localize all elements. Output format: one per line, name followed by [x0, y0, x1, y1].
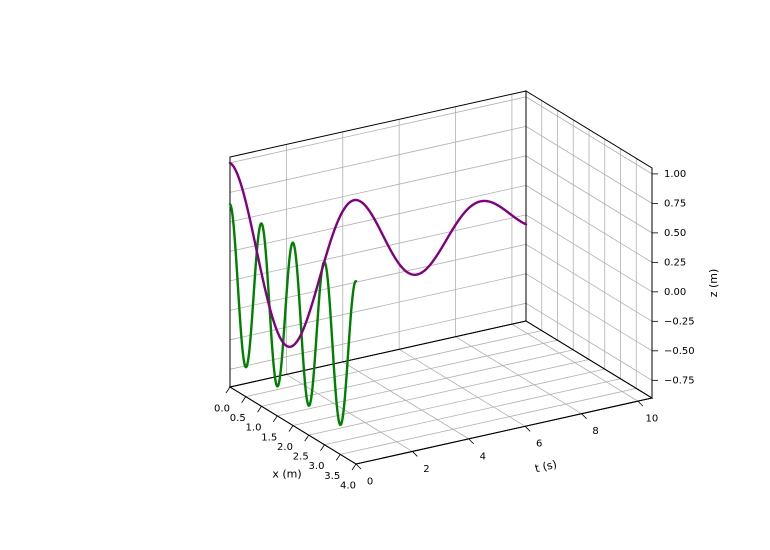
svg-text:3.5: 3.5 — [324, 471, 340, 482]
svg-text:0.00: 0.00 — [664, 287, 686, 298]
svg-text:1.0: 1.0 — [246, 423, 262, 434]
svg-text:0.75: 0.75 — [664, 198, 686, 209]
svg-text:3.0: 3.0 — [309, 461, 325, 472]
chart-3d: 0.00.51.01.52.02.53.03.54.0x (m)0246810t… — [0, 0, 770, 550]
svg-text:8: 8 — [592, 426, 598, 437]
svg-text:0: 0 — [367, 476, 373, 487]
svg-text:2.0: 2.0 — [277, 442, 293, 453]
svg-text:4.0: 4.0 — [340, 480, 356, 491]
svg-text:0.25: 0.25 — [664, 257, 686, 268]
svg-text:2.5: 2.5 — [293, 452, 309, 463]
svg-text:1.00: 1.00 — [664, 169, 686, 180]
svg-text:−0.50: −0.50 — [664, 346, 695, 357]
svg-text:0.50: 0.50 — [664, 228, 686, 239]
svg-text:10: 10 — [646, 414, 659, 425]
svg-text:6: 6 — [536, 439, 542, 450]
svg-text:2: 2 — [423, 464, 429, 475]
svg-text:z (m): z (m) — [707, 269, 720, 298]
svg-text:1.5: 1.5 — [261, 432, 277, 443]
svg-text:0.0: 0.0 — [214, 403, 230, 414]
svg-text:0.5: 0.5 — [230, 413, 246, 424]
svg-text:−0.25: −0.25 — [664, 316, 695, 327]
svg-text:4: 4 — [480, 451, 486, 462]
svg-text:−0.75: −0.75 — [664, 375, 695, 386]
svg-text:x (m): x (m) — [272, 468, 301, 481]
